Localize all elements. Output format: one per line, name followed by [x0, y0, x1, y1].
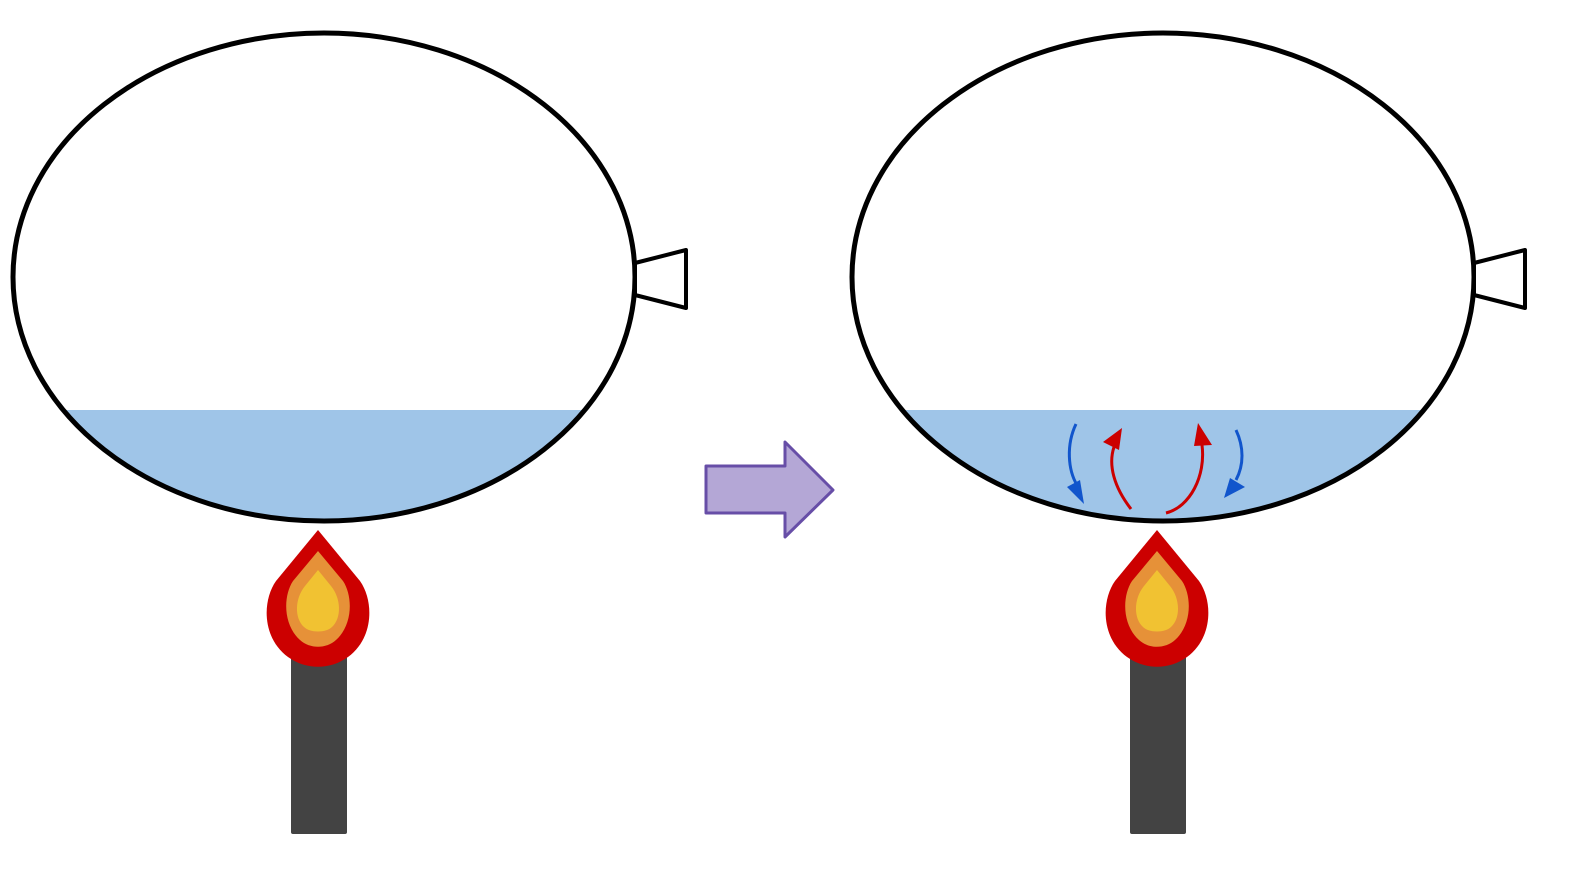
convection-currents: [1067, 423, 1245, 515]
flask-neck-left: [633, 248, 688, 310]
hot-current-right: [1165, 444, 1205, 515]
flame-icon: [266, 530, 370, 667]
hot-current-left: [1110, 446, 1133, 510]
cold-current-right: [1234, 429, 1244, 481]
flask-neck-right: [1472, 248, 1527, 310]
cold-arrowhead-left: [1067, 480, 1084, 504]
cold-arrowhead-right: [1224, 478, 1245, 498]
hot-arrowhead-right: [1194, 423, 1212, 446]
hot-arrowhead-left: [1103, 428, 1122, 450]
right-arrow-icon: [704, 440, 835, 539]
burner-icon: [1130, 640, 1186, 834]
burner-icon: [291, 640, 347, 834]
cold-current-left: [1067, 423, 1079, 486]
flame-icon: [1105, 530, 1209, 667]
